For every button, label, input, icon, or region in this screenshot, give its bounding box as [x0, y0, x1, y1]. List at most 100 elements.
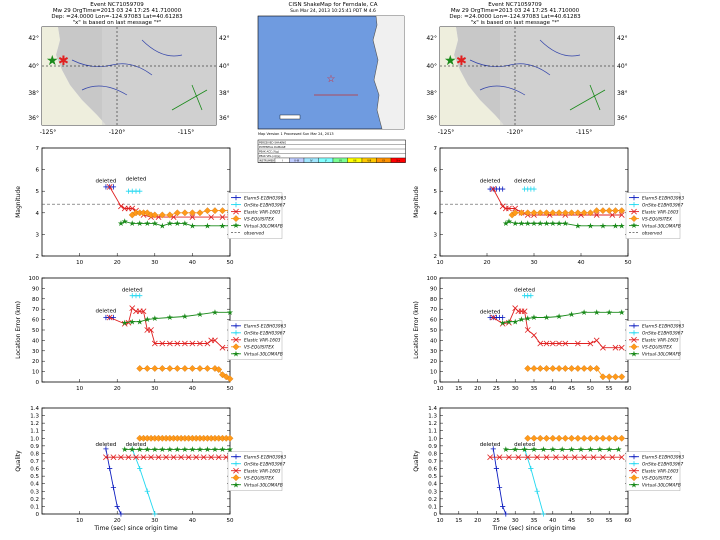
x-tick-label: 20 — [114, 260, 121, 266]
legend-entry: Virtual-30LOMAFB — [642, 352, 681, 358]
deleted-annotation: deleted — [514, 179, 535, 185]
data-point-plus-marker — [233, 461, 239, 467]
data-point-diamond-marker — [219, 371, 226, 379]
x-tick-label: 15 — [455, 518, 462, 524]
y-tick-label: 0.1 — [428, 504, 437, 510]
data-point-x-marker — [106, 183, 113, 190]
x-tick-label: 30 — [512, 386, 519, 392]
data-point-star-marker: ★ — [549, 219, 556, 228]
chart-legend: ElarmS-E1BH03963OnSite-E1BH03967Elastic … — [227, 451, 286, 491]
data-point-x-marker — [553, 454, 559, 461]
series-line-green — [124, 311, 230, 324]
y-tick-label: 90 — [430, 286, 437, 292]
data-point-x-marker — [181, 340, 188, 347]
legend-entry: Virtual-30LOMAFB — [244, 223, 283, 229]
data-point-star-marker: ★ — [196, 445, 203, 454]
y-tick-label: 1.0 — [428, 436, 437, 442]
x-tick-label: 25 — [493, 386, 500, 392]
x-tick-label: 40 — [189, 260, 196, 266]
x-tick-label: 55 — [606, 386, 613, 392]
y-tick-label: 1.2 — [428, 421, 437, 427]
x-tick-label: 20 — [114, 518, 121, 524]
series-line-cyan — [131, 448, 156, 515]
y-tick-label: 60 — [430, 318, 437, 324]
data-point-diamond-marker — [226, 434, 234, 442]
data-point-star-marker: ★ — [559, 445, 566, 454]
data-point-star-marker: ★ — [129, 317, 136, 326]
data-point-star-marker: ★ — [204, 221, 211, 230]
data-point-x-marker — [193, 454, 200, 461]
y-tick-label: 3 — [434, 232, 438, 238]
data-point-diamond-marker — [580, 434, 588, 442]
data-point-star-marker: ★ — [211, 308, 218, 317]
right-map-header-1: Event NC71059709 — [488, 2, 542, 8]
y-tick-label: 0.3 — [30, 489, 39, 495]
data-point-x-marker — [618, 454, 625, 461]
data-point-diamond-marker — [524, 365, 532, 372]
left-map-inset — [102, 27, 216, 125]
data-point-x-marker — [185, 454, 192, 461]
data-point-plus-marker — [528, 465, 534, 472]
data-point-plus-marker — [531, 186, 537, 192]
y-tick-label: 0.8 — [428, 451, 437, 457]
data-point-star-marker: ★ — [232, 221, 239, 230]
data-point-plus-marker — [137, 465, 143, 472]
data-point-x-marker — [125, 454, 132, 461]
data-point-plus-marker — [490, 446, 496, 452]
legend-entry: OnSite-E1BH03967 — [244, 202, 285, 208]
data-point-star-marker: ★ — [129, 219, 136, 228]
right-map-lon-120: -120° — [507, 129, 524, 136]
legend-entry: VS-EQUISITEX — [244, 345, 275, 351]
data-point-plus-marker — [496, 484, 503, 491]
shakemap-legend-intensity-label: V — [325, 158, 327, 162]
right-map-header-4: "x" is based on last message "*" — [470, 20, 559, 26]
right-map-lat-40: 40° — [426, 63, 437, 70]
data-point-x-marker — [189, 340, 196, 347]
data-point-x-marker — [170, 454, 177, 461]
data-point-x-marker — [631, 336, 637, 343]
y-tick-label: 0.3 — [428, 489, 437, 495]
y-tick-label: 1.4 — [30, 406, 39, 412]
data-point-x-marker — [534, 454, 541, 461]
right-map-faults — [569, 84, 606, 111]
data-point-x-marker — [524, 454, 531, 461]
data-point-x-marker — [219, 344, 226, 351]
data-point-diamond-marker — [599, 207, 607, 215]
data-point-diamond-marker — [618, 434, 626, 442]
data-point-x-marker — [155, 454, 162, 461]
data-point-plus-marker — [500, 503, 506, 510]
shakemap-subtitle: Sun Mar 24, 2013 10:25:41 PDT M 4.6 — [290, 8, 376, 14]
right-map-lat-38: 38° — [426, 90, 437, 97]
legend-entry: ElarmS-E1BH03963 — [244, 455, 286, 461]
legend-entry: VS-EQUISITEX — [244, 476, 275, 482]
data-point-star-marker: ★ — [232, 480, 239, 489]
data-point-star-marker: ★ — [596, 445, 603, 454]
data-point-diamond-marker — [574, 434, 582, 442]
y-tick-label: 7 — [434, 146, 438, 152]
data-point-star-marker: ★ — [593, 308, 600, 317]
y-tick-label: 1.1 — [428, 429, 437, 435]
data-point-star-marker: ★ — [543, 313, 550, 322]
data-point-plus-marker — [110, 484, 117, 491]
data-point-x-marker — [609, 454, 616, 461]
data-point-star-marker: ★ — [540, 445, 547, 454]
data-point-star-marker: ★ — [549, 445, 556, 454]
data-point-diamond-marker — [511, 209, 519, 217]
data-point-plus-marker — [144, 488, 150, 494]
data-point-diamond-marker — [166, 211, 174, 219]
data-point-x-marker — [524, 327, 531, 333]
y-tick-label: 40 — [430, 338, 437, 344]
data-point-star-marker: ★ — [505, 217, 512, 226]
x-tick-label: 20 — [474, 386, 481, 392]
legend-entry: ElarmS-E1BH03963 — [642, 455, 684, 461]
data-point-x-marker — [537, 340, 544, 347]
shakemap-legend-intensity-label: VIII — [367, 158, 371, 162]
data-point-x-marker — [515, 454, 522, 461]
right-map-lat-42: 42° — [426, 35, 437, 42]
x-tick-label: 20 — [484, 260, 491, 266]
data-point-diamond-marker — [568, 365, 576, 372]
data-point-diamond-marker — [549, 434, 557, 442]
data-point-plus-marker — [631, 202, 637, 208]
legend-entry: observed — [642, 230, 662, 236]
